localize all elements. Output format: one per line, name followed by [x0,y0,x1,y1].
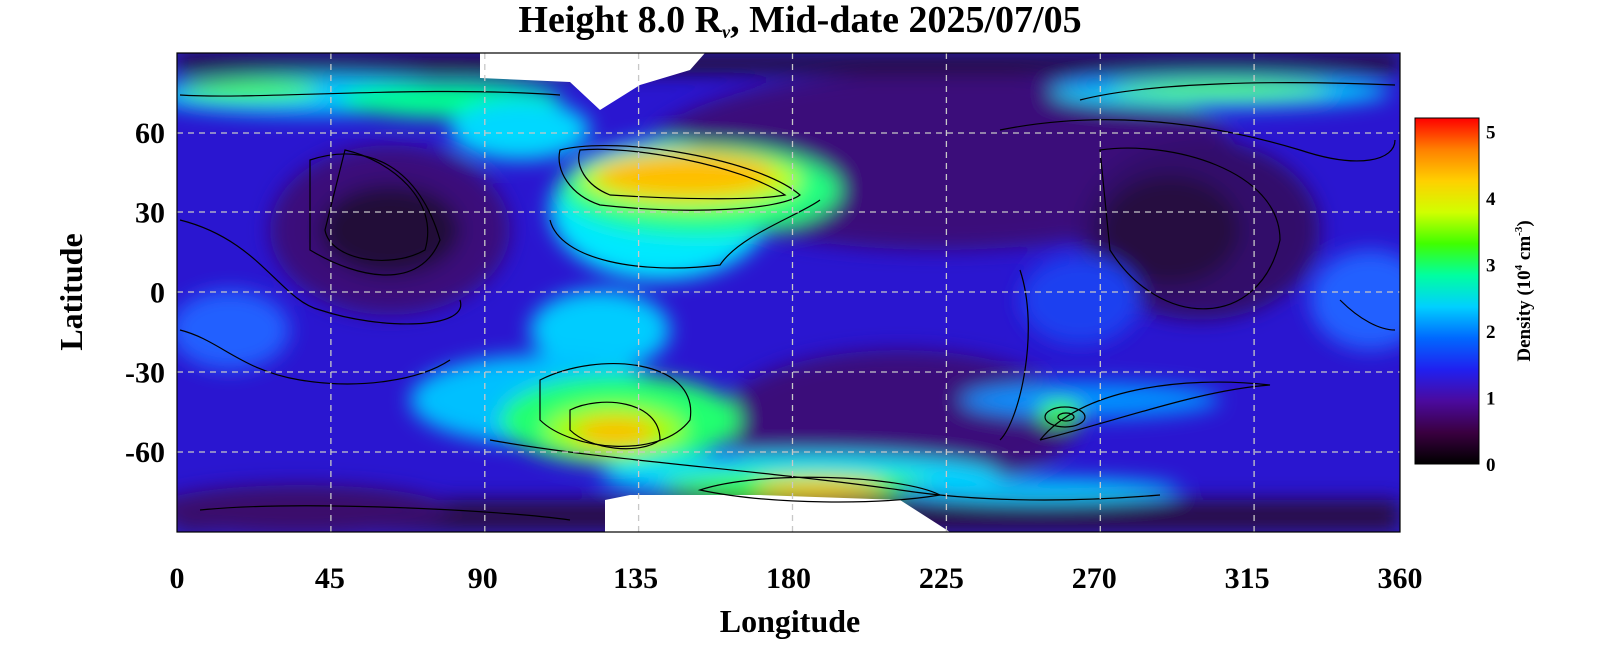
colorbar-label: Density (104 cm-3) [1513,220,1535,361]
x-tick-label: 360 [1378,562,1423,595]
plot-frame [176,52,1401,533]
colorbar-label-prefix: Density (10 [1514,270,1535,361]
colorbar-tick-label: 4 [1486,189,1496,210]
y-tick-label: 60 [135,117,165,150]
colorbar-label-unit: cm [1514,236,1535,265]
title-suffix: , Mid-date 2025/07/05 [730,0,1082,41]
chart-title: Height 8.0 Rν, Mid-date 2025/07/05 [0,0,1600,52]
x-tick-label: 270 [1072,562,1117,595]
y-tick-label: 0 [150,277,165,310]
x-tick-label: 315 [1225,562,1270,595]
title-prefix: Height 8.0 R [518,0,723,41]
x-axis-label: Longitude [720,603,860,639]
y-tick-label: 30 [135,197,165,230]
x-tick-label: 0 [170,562,185,595]
grid-lines [177,53,1400,532]
contour-lines [179,82,1396,521]
x-tick-label: 180 [766,562,811,595]
colorbar [1414,117,1480,465]
x-tick-label: 90 [468,562,498,595]
title-subscript: ν [722,22,731,42]
x-tick-label: 225 [919,562,964,595]
colorbar-label-unit-exponent: -3 [1513,226,1525,236]
y-tick-label: -30 [125,356,165,389]
colorbar-tick-label: 5 [1486,122,1496,143]
y-tick-label: -60 [125,436,165,469]
y-axis-label: Latitude [53,233,89,350]
x-tick-label: 135 [613,562,658,595]
colorbar-tick-label: 1 [1486,388,1496,409]
colorbar-tick-label: 3 [1486,255,1496,276]
x-tick-label: 45 [315,562,345,595]
no-data-region-north [480,53,705,110]
plot-area [177,53,1400,532]
x-axis-ticks: 0 45 90 135 180 225 270 315 360 [170,562,1423,595]
colorbar-label-suffix: ) [1514,220,1535,226]
colorbar-tick-label: 2 [1486,322,1496,343]
no-data-region-south [605,495,950,532]
colorbar-tick-label: 0 [1486,455,1496,476]
y-axis-ticks: 60 30 0 -30 -60 [125,117,165,469]
colorbar-ticks: 5 4 3 2 1 0 [1486,122,1496,476]
colorbar-label-exponent: 4 [1513,264,1525,270]
